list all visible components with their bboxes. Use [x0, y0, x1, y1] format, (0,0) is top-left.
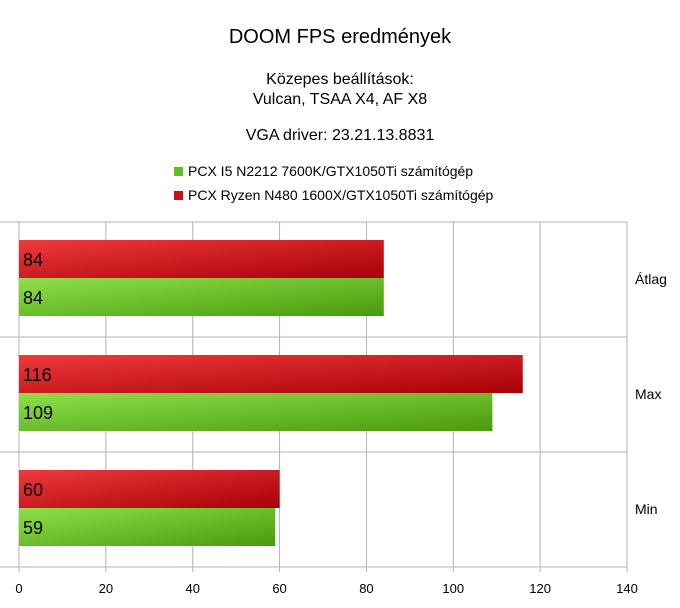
x-tick-label: 0	[15, 581, 22, 596]
x-tick-label: 40	[185, 581, 199, 596]
bar-átlag-series-1	[19, 278, 384, 316]
bar-átlag-series-2	[19, 240, 384, 278]
x-tick-label: 140	[616, 581, 638, 596]
bar-labels-group: 84 84 116 109 60 59	[23, 250, 53, 538]
bar-max-series-1	[19, 393, 493, 431]
category-label: Max	[635, 386, 661, 402]
x-tick-label: 80	[359, 581, 373, 596]
legend-swatch-series-1	[174, 166, 183, 176]
x-tick-label: 60	[272, 581, 286, 596]
bar-value-label: 109	[23, 403, 53, 423]
category-label: Min	[635, 501, 658, 517]
legend-item-series-2: PCX Ryzen N480 1600X/GTX1050Ti számítógé…	[174, 187, 493, 203]
bar-min-series-1	[19, 508, 276, 546]
x-tick-label: 20	[99, 581, 113, 596]
legend-label-series-2: PCX Ryzen N480 1600X/GTX1050Ti számítógé…	[188, 187, 494, 203]
legend-label-series-1: PCX I5 N2212 7600K/GTX1050Ti számítógép	[188, 163, 474, 179]
bar-value-label: 116	[23, 365, 52, 385]
bars-group	[19, 240, 523, 546]
bar-value-label: 84	[23, 288, 43, 308]
chart-subtitle-2: Vulcan, TSAA X4, AF X8	[252, 91, 428, 108]
chart-subtitle-1: Közepes beállítások:	[266, 71, 414, 88]
chart-title: DOOM FPS eredmények	[228, 26, 452, 48]
bar-value-label: 84	[23, 250, 43, 270]
bar-value-label: 59	[23, 518, 43, 538]
category-label: Átlag	[635, 271, 667, 287]
bar-min-series-2	[19, 470, 280, 508]
x-tick-labels-group: 0 20 40 60 80 100 120 140	[15, 581, 637, 596]
bar-max-series-2	[19, 355, 523, 393]
x-tick-label: 100	[442, 581, 464, 596]
bar-value-label: 60	[23, 480, 43, 500]
legend-item-series-1: PCX I5 N2212 7600K/GTX1050Ti számítógép	[174, 163, 473, 179]
x-tick-label: 120	[529, 581, 551, 596]
chart-subtitle-3: VGA driver: 23.21.13.8831	[245, 127, 435, 144]
category-labels-group: Átlag Max Min	[635, 271, 667, 517]
legend-swatch-series-2	[174, 190, 183, 200]
